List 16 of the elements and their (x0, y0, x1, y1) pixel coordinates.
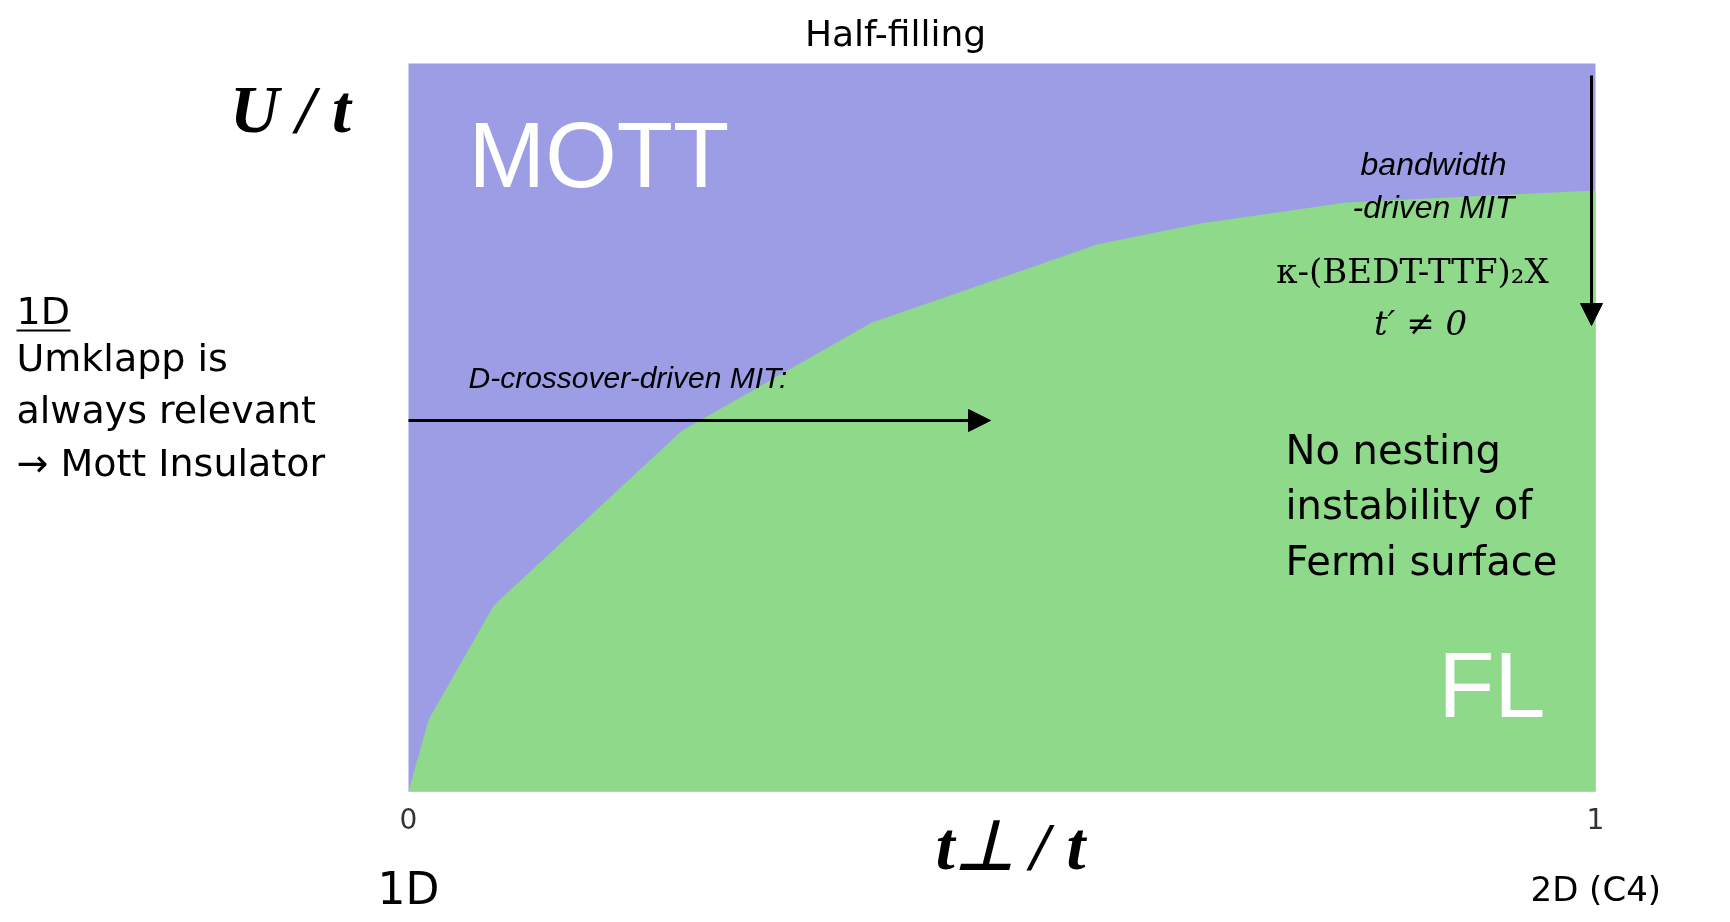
annotation: D-crossover-driven MIT: (468, 361, 788, 394)
annotation: κ-(BEDT-TTF)₂X (1276, 250, 1550, 291)
chart-title: Half-filling (804, 13, 987, 54)
x-tick-label: 1 (1586, 803, 1605, 836)
text: 1D (377, 863, 440, 914)
text: Umklapp is always relevant → Mott Insulator (16, 335, 326, 486)
x-axis-title: t⊥ / t (935, 807, 1088, 884)
annotation: No nesting instability of Fermi surface (1285, 427, 1558, 584)
annotation: t′ ≠ 0 (1373, 302, 1468, 343)
annotation: FL (1438, 633, 1546, 736)
text: 1D (16, 288, 70, 333)
y-axis-title: U / t (230, 70, 354, 147)
text: 2D (C4) (1530, 868, 1662, 909)
annotation: bandwidth -driven MIT (1352, 145, 1517, 226)
x-tick-label: 0 (399, 803, 418, 836)
annotation: MOTT (468, 103, 730, 206)
